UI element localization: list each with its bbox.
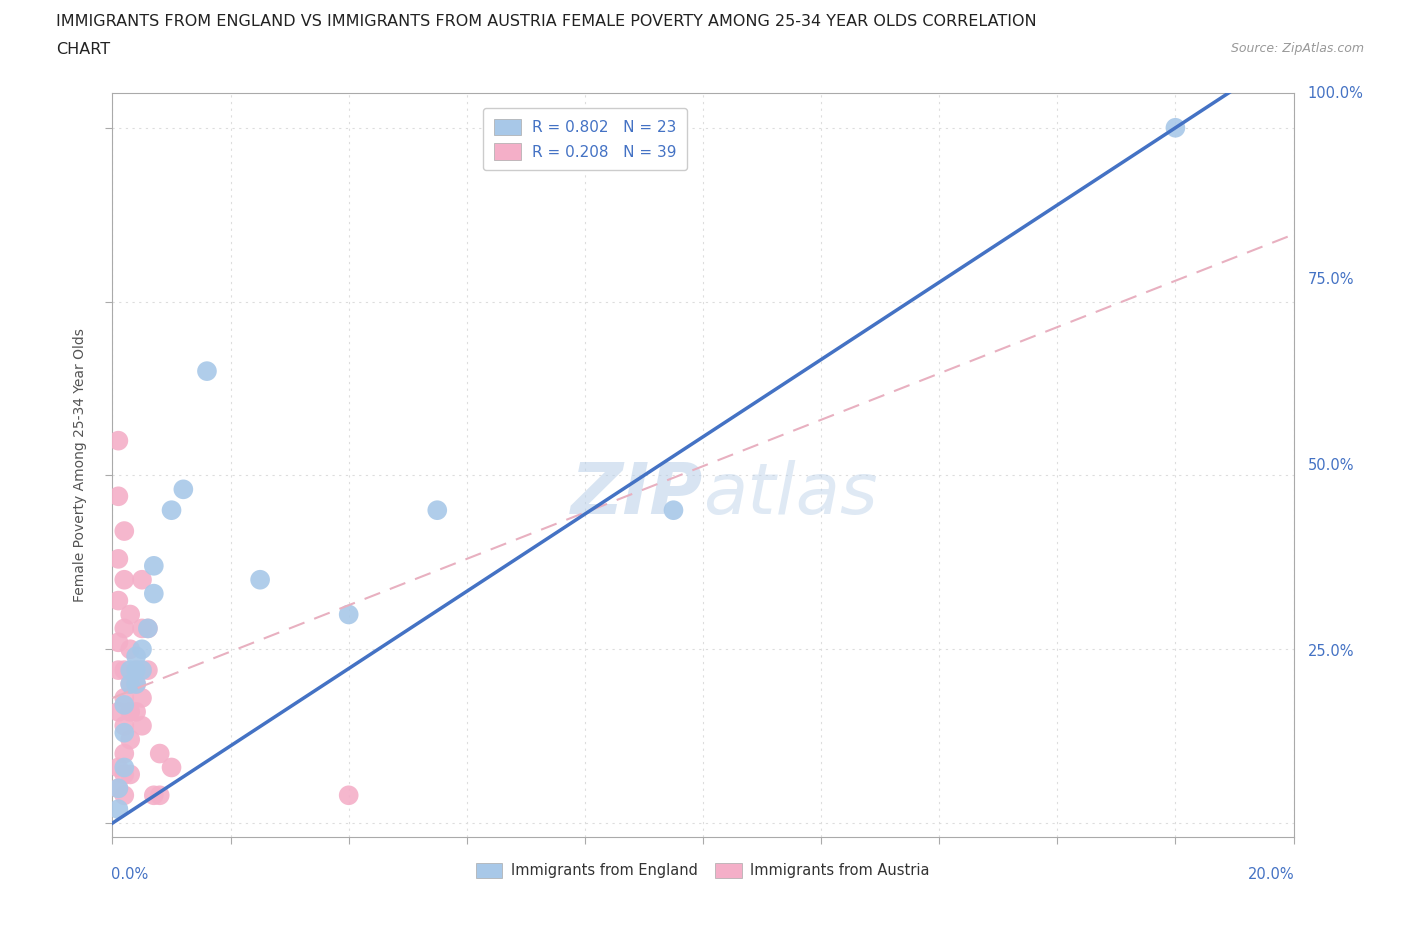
Point	[107, 635, 129, 650]
Point	[112, 767, 135, 782]
Point	[142, 788, 165, 803]
Point	[112, 698, 135, 712]
Point	[142, 586, 165, 601]
Point	[107, 781, 129, 796]
Point	[125, 649, 148, 664]
Point	[136, 663, 159, 678]
Point	[107, 433, 129, 448]
Point	[112, 690, 135, 705]
Legend: Immigrants from England, Immigrants from Austria: Immigrants from England, Immigrants from…	[468, 856, 938, 885]
Point	[125, 663, 148, 678]
Point	[120, 732, 142, 747]
Point	[112, 621, 135, 636]
Point	[120, 704, 142, 719]
Point	[107, 781, 129, 796]
Point	[131, 572, 153, 587]
Point	[107, 760, 129, 775]
Text: 50.0%: 50.0%	[1308, 458, 1354, 472]
Text: IMMIGRANTS FROM ENGLAND VS IMMIGRANTS FROM AUSTRIA FEMALE POVERTY AMONG 25-34 YE: IMMIGRANTS FROM ENGLAND VS IMMIGRANTS FR…	[56, 14, 1036, 29]
Point	[120, 607, 142, 622]
Point	[125, 677, 148, 692]
Point	[662, 503, 685, 518]
Point	[149, 746, 172, 761]
Text: ZIP: ZIP	[571, 460, 703, 529]
Point	[112, 788, 135, 803]
Text: atlas: atlas	[703, 460, 877, 529]
Point	[195, 364, 218, 379]
Text: CHART: CHART	[56, 42, 110, 57]
Point	[1164, 120, 1187, 135]
Text: 100.0%: 100.0%	[1308, 86, 1364, 100]
Text: Source: ZipAtlas.com: Source: ZipAtlas.com	[1230, 42, 1364, 55]
Point	[142, 558, 165, 573]
Point	[107, 489, 129, 504]
Point	[172, 482, 194, 497]
Point	[112, 663, 135, 678]
Point	[131, 642, 153, 657]
Point	[131, 718, 153, 733]
Point	[136, 621, 159, 636]
Point	[112, 572, 135, 587]
Point	[160, 503, 183, 518]
Point	[337, 788, 360, 803]
Point	[149, 788, 172, 803]
Text: 20.0%: 20.0%	[1249, 867, 1295, 882]
Point	[125, 677, 148, 692]
Point	[112, 725, 135, 740]
Point	[120, 677, 142, 692]
Point	[125, 704, 148, 719]
Point	[426, 503, 449, 518]
Y-axis label: Female Poverty Among 25-34 Year Olds: Female Poverty Among 25-34 Year Olds	[73, 328, 87, 602]
Text: 0.0%: 0.0%	[111, 867, 149, 882]
Point	[249, 572, 271, 587]
Point	[112, 746, 135, 761]
Point	[160, 760, 183, 775]
Point	[107, 593, 129, 608]
Point	[107, 663, 129, 678]
Point	[125, 663, 148, 678]
Point	[107, 704, 129, 719]
Point	[131, 690, 153, 705]
Point	[107, 802, 129, 817]
Point	[112, 718, 135, 733]
Point	[131, 621, 153, 636]
Point	[112, 524, 135, 538]
Point	[112, 760, 135, 775]
Point	[120, 663, 142, 678]
Point	[337, 607, 360, 622]
Point	[120, 767, 142, 782]
Point	[120, 642, 142, 657]
Point	[136, 621, 159, 636]
Point	[131, 663, 153, 678]
Point	[107, 551, 129, 566]
Text: 25.0%: 25.0%	[1308, 644, 1354, 658]
Text: 75.0%: 75.0%	[1308, 272, 1354, 286]
Point	[131, 663, 153, 678]
Point	[120, 677, 142, 692]
